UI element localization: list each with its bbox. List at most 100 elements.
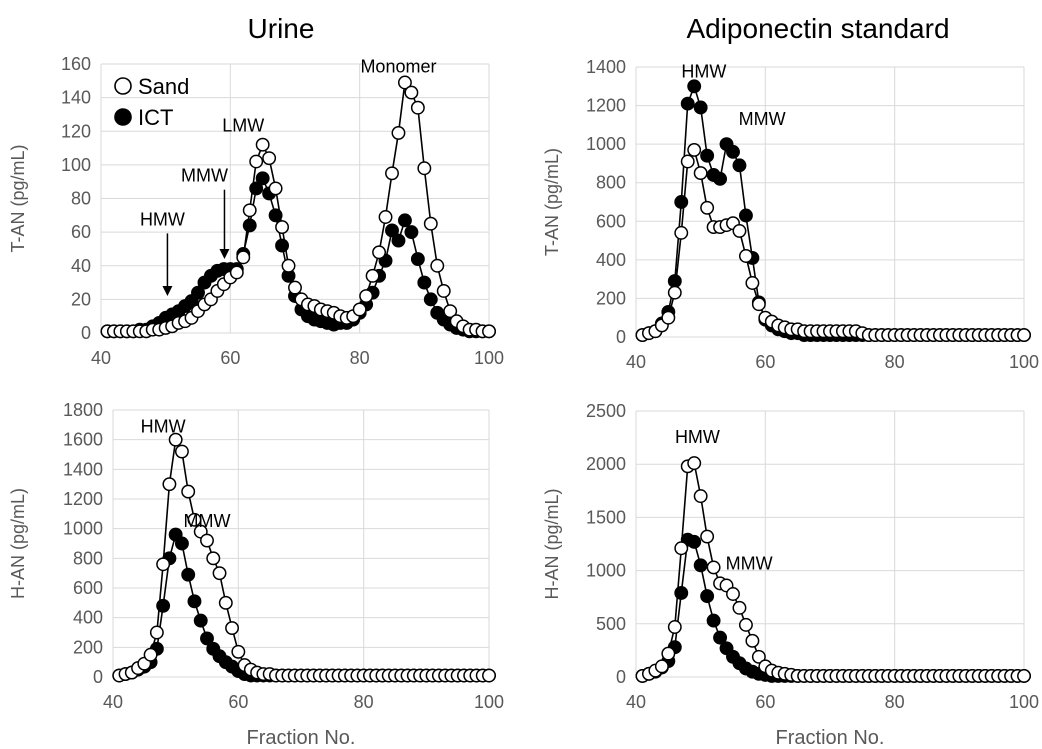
urine-tan-ytick-label-0: 0 [81, 323, 91, 343]
urine-han-sand-point [149, 625, 164, 640]
urine-han-ytick-label-7: 1400 [63, 459, 103, 479]
urine-han-sand-point [212, 566, 227, 581]
urine-han-ytick-label-2: 400 [73, 608, 103, 628]
standard-column-title: Adiponectin standard [686, 13, 949, 44]
standard-han-xtick-label-3: 100 [1009, 692, 1039, 712]
standard-tan-sand-point [745, 276, 760, 290]
urine-tan-ytick-label-2: 40 [71, 256, 91, 276]
standard-han-sand-point [706, 560, 721, 575]
urine-tan-sand-point [391, 125, 406, 140]
standard-tan-sand-point [687, 142, 702, 157]
standard-han-xtick-label-0: 40 [626, 692, 646, 712]
urine-han-sand-point [156, 557, 171, 572]
urine-tan-ytick-label-5: 100 [61, 155, 91, 175]
standard-han-sand-point [738, 617, 753, 632]
urine-tan-ict-point [404, 225, 419, 240]
standard-han-ytick-label-5: 2500 [586, 401, 626, 421]
standard-tan-ytick-label-2: 400 [596, 250, 626, 270]
urine-han-sand-point [174, 444, 189, 459]
standard-han-ylabel: H-AN (pg/mL) [542, 488, 562, 599]
standard-tan-ict-point [726, 144, 740, 159]
standard-tan-ict-point [680, 96, 695, 111]
urine-han-sand-point [187, 512, 202, 527]
standard-han-xtick-label-1: 60 [755, 692, 775, 712]
urine-han-ytick-label-8: 1600 [63, 430, 103, 450]
urine-tan-sand-point [410, 100, 425, 115]
standard-tan-ict-point [713, 171, 728, 186]
standard-han-sand-point [745, 633, 760, 648]
urine-tan-sand-point [365, 268, 380, 283]
standard-tan-ict-point [700, 148, 715, 163]
urine-han-sand-point [181, 484, 196, 499]
urine-han-ytick-label-5: 1000 [63, 519, 103, 539]
urine-han-ict-point [156, 598, 171, 613]
urine-tan-ytick-label-3: 60 [71, 222, 91, 242]
urine-tan-ict-point [249, 181, 264, 196]
urine-han-sand-point [225, 621, 240, 635]
standard-tan-chart: 0 200 400 600 800 1000 1200 1400 40 60 80 100 T-AN (… [542, 57, 1039, 372]
standard-tan-ylabel: T-AN (pg/mL) [542, 148, 562, 256]
urine-tan-ict-point [275, 238, 290, 253]
urine-tan-ict-point [397, 213, 412, 228]
standard-han-ict-point [674, 585, 689, 600]
urine-tan-sand-point [423, 216, 438, 231]
standard-tan-ytick-label-1: 200 [596, 288, 626, 308]
standard-han-ict-point [706, 613, 721, 628]
urine-tan-sand-point [262, 151, 277, 166]
urine-tan-xtick-label-0: 40 [91, 348, 111, 368]
urine-han-sand-point [162, 477, 177, 492]
standard-tan-ytick-label-0: 0 [616, 327, 626, 347]
urine-han-ict-point [200, 631, 214, 646]
standard-han-chart: 0 500 1000 1500 2000 2500 40 60 80 100 H-AN (pg/mL… [542, 401, 1039, 749]
urine-han-sand-point [143, 647, 158, 662]
standard-han-sand-point [687, 456, 702, 471]
urine-tan-ytick-label-1: 20 [71, 289, 91, 309]
urine-tan-xtick-label-2: 80 [350, 348, 370, 368]
urine-han-annotation-mmw: MMW [184, 511, 231, 531]
urine-tan-sand-point [482, 324, 496, 339]
standard-tan-sand-point [680, 154, 695, 169]
urine-tan-sand-point [236, 250, 251, 265]
standard-tan-xtick-label-0: 40 [626, 352, 646, 372]
legend-ict-marker [114, 108, 132, 126]
urine-han-xtick-label-1: 60 [228, 692, 248, 712]
urine-tan-ict-point [417, 275, 432, 290]
urine-tan-sand-point [443, 304, 458, 319]
standard-han-ytick-label-3: 1500 [586, 507, 626, 527]
urine-han-ict-point [174, 536, 189, 551]
standard-han-sand-point [693, 489, 708, 504]
urine-tan-sand-point [288, 280, 302, 295]
legend: Sand ICT [114, 74, 189, 130]
standard-han-ytick-label-1: 500 [596, 614, 626, 634]
urine-tan-sand-point [281, 258, 296, 273]
standard-han-annotation-hmw: HMW [675, 427, 720, 447]
standard-tan-sand-point [738, 249, 753, 263]
standard-tan-ict-point [687, 79, 702, 94]
standard-han-ict-point [713, 630, 728, 645]
urine-tan-xtick-label-3: 100 [474, 348, 504, 368]
urine-tan-sand-point [255, 137, 270, 152]
urine-han-annotation-hmw: HMW [141, 416, 186, 436]
urine-tan-sand-point [372, 245, 387, 260]
urine-tan-ict-point [255, 171, 270, 186]
urine-han-sand-point [231, 644, 246, 659]
standard-tan-ict-point [738, 208, 753, 223]
standard-tan-ict-point [693, 100, 708, 115]
urine-han-ict-point [193, 613, 208, 628]
standard-tan-sand-point [674, 225, 689, 240]
standard-han-sand-point [654, 659, 669, 674]
urine-tan-annotation-hmw: HMW [140, 209, 185, 229]
standard-han-sand-point [732, 600, 747, 615]
standard-tan-sand-point [693, 166, 708, 181]
urine-han-ict-point [187, 594, 202, 609]
urine-tan-sand-point [404, 85, 419, 100]
urine-tan-xtick-label-1: 60 [220, 348, 240, 368]
urine-han-sand-point [218, 595, 233, 610]
urine-han-ict-point [181, 567, 196, 582]
urine-han-sand-point [206, 551, 221, 566]
legend-sand-label: Sand [138, 74, 189, 99]
urine-tan-sand-point [397, 75, 412, 90]
standard-han-xlabel: Fraction No. [776, 727, 885, 749]
standard-tan-sand-point [732, 223, 747, 238]
